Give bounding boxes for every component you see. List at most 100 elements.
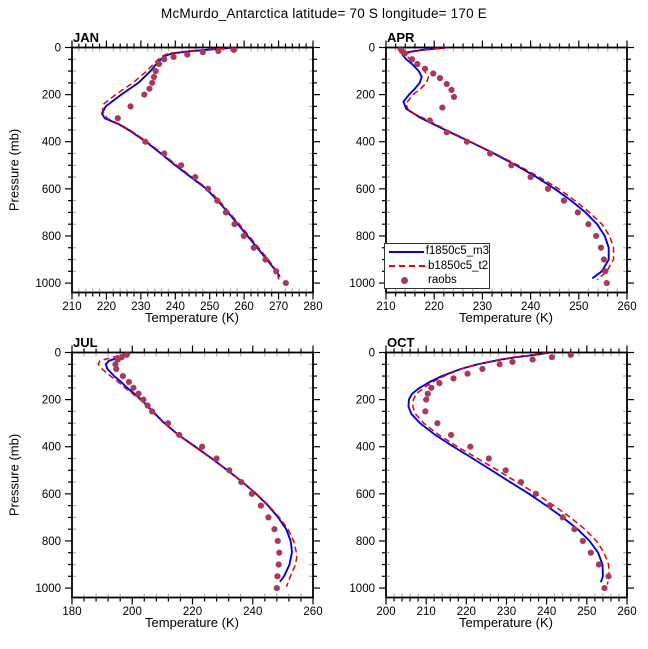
svg-text:220: 220 — [97, 301, 116, 313]
legend-dot-sample — [401, 276, 408, 284]
svg-text:230: 230 — [497, 606, 516, 618]
panel-label-APR: APR — [387, 30, 415, 45]
svg-text:260: 260 — [617, 301, 636, 313]
tick-labels: 180 200 220 240 260 0 200 400 600 800 1000 — [35, 348, 322, 619]
svg-text:180: 180 — [62, 606, 81, 618]
svg-text:250: 250 — [200, 301, 219, 313]
legend-label: raobs — [428, 273, 457, 286]
svg-text:260: 260 — [617, 606, 636, 618]
svg-text:0: 0 — [55, 348, 61, 360]
panel-label-OCT: OCT — [387, 335, 415, 350]
svg-text:220: 220 — [425, 301, 444, 313]
svg-text:200: 200 — [356, 395, 375, 407]
series-dots-raobs — [397, 47, 610, 287]
svg-text:240: 240 — [521, 301, 540, 313]
svg-text:250: 250 — [577, 606, 596, 618]
svg-text:240: 240 — [166, 301, 185, 313]
legend-label: f1850c5_m3 — [425, 245, 489, 258]
svg-text:400: 400 — [42, 442, 61, 454]
svg-text:260: 260 — [303, 606, 322, 618]
svg-text:250: 250 — [569, 301, 588, 313]
svg-text:600: 600 — [356, 489, 375, 501]
x-axis-label-jan: Temperature (K) — [145, 310, 239, 325]
ticks — [379, 40, 634, 300]
series-line-b1850c5_t2 — [101, 47, 280, 280]
svg-text:210: 210 — [62, 301, 81, 313]
svg-text:600: 600 — [356, 184, 375, 196]
legend: f1850c5_m3 b1850c5_t2 raobs — [384, 243, 490, 289]
svg-text:1000: 1000 — [35, 278, 61, 290]
svg-text:0: 0 — [55, 43, 61, 55]
svg-text:600: 600 — [42, 489, 61, 501]
tick-labels: 200 210 220 230 240 250 260 0 200 400 600 800 1000 — [349, 348, 636, 619]
legend-label: b1850c5_t2 — [428, 259, 489, 272]
x-axis-label-jul: Temperature (K) — [145, 615, 239, 630]
legend-item-f1850c5_m3: f1850c5_m3 — [385, 245, 489, 258]
series-line-f1850c5_m3 — [104, 352, 293, 583]
panel-JAN: 210 220 230 240 250 260 270 280 0 200 400 600 800 100… — [35, 30, 322, 313]
plot-frame — [71, 46, 314, 294]
svg-text:0: 0 — [369, 43, 375, 55]
svg-text:240: 240 — [537, 606, 556, 618]
legend-solid-line-sample — [389, 250, 424, 253]
svg-text:270: 270 — [269, 301, 288, 313]
series-dots-raobs — [112, 352, 283, 592]
svg-text:800: 800 — [42, 231, 61, 243]
x-axis-label-oct: Temperature (K) — [459, 615, 553, 630]
series-line-b1850c5_t2 — [412, 352, 611, 585]
x-axis-label-apr: Temperature (K) — [459, 310, 553, 325]
legend-item-raobs: raobs — [385, 274, 489, 287]
inner-minor-ticks — [72, 352, 313, 598]
svg-text:240: 240 — [243, 606, 262, 618]
plot-frame — [71, 351, 314, 599]
svg-text:400: 400 — [42, 137, 61, 149]
svg-text:200: 200 — [356, 90, 375, 102]
ticks — [65, 345, 320, 605]
inner-minor-ticks — [72, 47, 313, 293]
svg-text:230: 230 — [473, 301, 492, 313]
series-line-f1850c5_m3 — [101, 47, 281, 278]
svg-text:400: 400 — [356, 442, 375, 454]
svg-text:400: 400 — [356, 137, 375, 149]
svg-text:1000: 1000 — [349, 583, 375, 595]
svg-text:800: 800 — [356, 231, 375, 243]
svg-text:200: 200 — [42, 395, 61, 407]
series-line-b1850c5_t2 — [404, 47, 615, 281]
plot-frame — [385, 351, 628, 599]
panel-label-JUL: JUL — [73, 335, 98, 350]
y-axis-label-top-row: Pressure (mb) — [6, 128, 22, 212]
svg-text:210: 210 — [376, 301, 395, 313]
plot-title: McMurdo_Antarctica latitude= 70 S longit… — [161, 6, 487, 21]
svg-text:200: 200 — [376, 606, 395, 618]
panel-OCT: 200 210 220 230 240 250 260 0 200 400 600 800 1000 OC… — [349, 335, 636, 618]
svg-text:800: 800 — [42, 536, 61, 548]
ticks — [65, 40, 320, 300]
plot-frame — [385, 46, 628, 294]
svg-text:210: 210 — [417, 606, 436, 618]
panel-JUL: 180 200 220 240 260 0 200 400 600 800 1000 JUL — [35, 335, 322, 618]
y-axis-label-bottom-row: Pressure (mb) — [6, 433, 22, 517]
svg-text:1000: 1000 — [35, 583, 61, 595]
legend-dashed-line-sample — [389, 265, 426, 267]
svg-text:220: 220 — [457, 606, 476, 618]
svg-text:200: 200 — [123, 606, 142, 618]
svg-text:800: 800 — [356, 536, 375, 548]
svg-text:230: 230 — [131, 301, 150, 313]
svg-text:0: 0 — [369, 348, 375, 360]
svg-text:260: 260 — [235, 301, 254, 313]
svg-text:200: 200 — [42, 90, 61, 102]
svg-text:1000: 1000 — [349, 278, 375, 290]
series-line-b1850c5_t2 — [97, 352, 298, 587]
series-dots-raobs — [422, 352, 612, 592]
panel-label-JAN: JAN — [73, 30, 99, 45]
tick-labels: 210 220 230 240 250 260 270 280 0 200 400 600 800 100… — [35, 43, 322, 314]
series-dots-raobs — [114, 47, 289, 287]
tick-labels: 210 220 230 240 250 260 0 200 400 600 800 1000 — [349, 43, 636, 314]
svg-text:280: 280 — [303, 301, 322, 313]
series-line-f1850c5_m3 — [401, 47, 610, 280]
legend-item-b1850c5_t2: b1850c5_t2 — [385, 260, 489, 273]
svg-text:220: 220 — [183, 606, 202, 618]
panel-APR: 210 220 230 240 250 260 0 200 400 600 800 1000 APR — [349, 30, 636, 313]
